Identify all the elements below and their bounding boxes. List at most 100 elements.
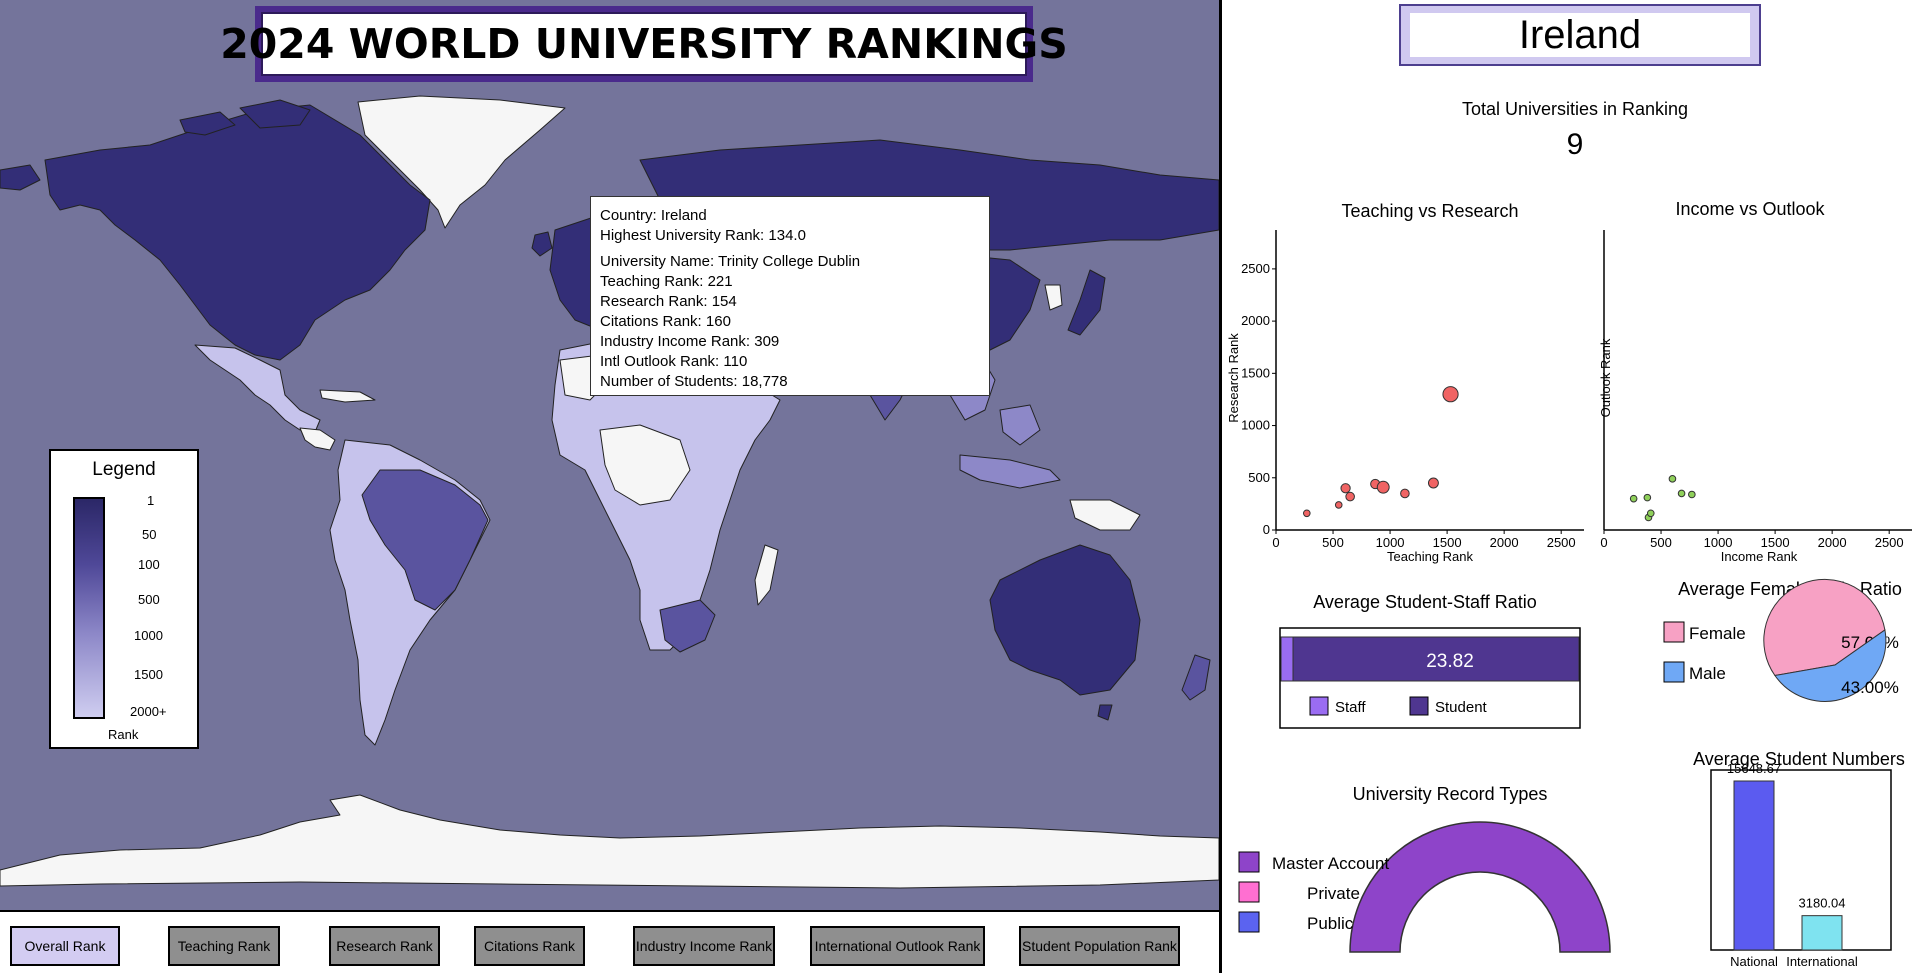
world-map[interactable] — [0, 0, 1219, 910]
region-brazil — [361, 469, 489, 611]
legend-label: Staff — [1335, 699, 1366, 716]
tooltip-citations: Citations Rank: 160 — [600, 313, 731, 330]
region-mexico — [194, 344, 321, 433]
x-tick-label: 2000 — [1818, 535, 1847, 550]
legend-swatch — [1409, 696, 1429, 716]
rank-filter-bar: Overall Rank Teaching Rank Research Rank… — [0, 910, 1219, 973]
legend-swatch — [1663, 661, 1685, 683]
legend-rank-label: Rank — [108, 727, 139, 742]
legend-label: Student — [1435, 699, 1488, 716]
pie-slice-male — [1774, 629, 1887, 702]
tooltip-highest-rank: Highest University Rank: 134.0 — [600, 227, 806, 244]
x-tick-label: 1000 — [1376, 535, 1405, 550]
filter-international-outlook-rank[interactable]: International Outlook Rank — [810, 926, 985, 966]
tooltip-university: University Name: Trinity College Dublin — [600, 253, 861, 270]
scatter-point — [1688, 490, 1696, 499]
x-tick-label: 2500 — [1875, 535, 1904, 550]
country-header: Ireland — [1399, 4, 1761, 66]
filter-overall-rank[interactable]: Overall Rank — [10, 926, 120, 966]
x-tick-label: 2500 — [1547, 535, 1576, 550]
legend-tick: 2000+ — [130, 704, 167, 719]
tooltip-students: Number of Students: 18,778 — [600, 373, 788, 390]
tooltip-teaching: Teaching Rank: 221 — [600, 273, 733, 290]
x-tick-label: 1000 — [1704, 535, 1733, 550]
y-axis-label: Research Rank — [1226, 333, 1241, 423]
x-tick-label: 1500 — [1761, 535, 1790, 550]
y-tick-label: 0 — [1263, 522, 1270, 537]
legend-swatch — [1238, 851, 1260, 873]
country-tooltip: Country: Ireland Highest University Rank… — [590, 196, 990, 396]
total-universities-value: 9 — [1566, 128, 1584, 161]
x-tick-label: 0 — [1600, 535, 1607, 550]
bar-value-label: 15648.67 — [1727, 761, 1781, 776]
legend-label: Female — [1689, 624, 1746, 643]
filter-teaching-rank[interactable]: Teaching Rank — [168, 926, 280, 966]
rank-legend: Legend 1 50 100 500 1000 1500 2000+ Rank — [49, 449, 199, 749]
filter-research-rank[interactable]: Research Rank — [329, 926, 440, 966]
pie-slice-female — [1763, 578, 1886, 677]
x-tick-label: 500 — [1322, 535, 1344, 550]
x-tick-label: 1500 — [1433, 535, 1462, 550]
bar-segment-staff — [1280, 636, 1294, 682]
y-tick-label: 500 — [1248, 470, 1270, 485]
x-tick-label: National — [1730, 954, 1778, 969]
x-tick-label: 500 — [1650, 535, 1672, 550]
country-stats-panel — [1219, 0, 1917, 973]
teaching-vs-research-chart: Teaching vs Research Teaching Rank Resea… — [1226, 201, 1584, 564]
scatter-point — [1340, 483, 1351, 494]
scatter-point — [1334, 501, 1343, 509]
y-tick-label: 1500 — [1241, 365, 1270, 380]
region-ireland — [531, 231, 553, 257]
region-japan — [1067, 269, 1106, 336]
region-south-africa — [659, 599, 716, 653]
bar-value-label: 23.82 — [1426, 651, 1474, 672]
tooltip-country: Country: Ireland — [600, 207, 707, 224]
legend-gradient — [73, 497, 105, 719]
region-greenland — [357, 95, 566, 229]
y-tick-label: 1000 — [1241, 418, 1270, 433]
donut-segment — [1349, 821, 1611, 953]
region-new-zealand — [1181, 654, 1211, 701]
bar-national — [1733, 780, 1775, 951]
legend-label: Private — [1307, 884, 1360, 903]
legend-tick: 1 — [147, 493, 155, 508]
legend-swatch — [1309, 696, 1329, 716]
scatter-point — [1677, 489, 1686, 498]
legend-tick: 500 — [138, 592, 160, 607]
legend-label: Male — [1689, 664, 1726, 683]
legend-tick: 100 — [138, 557, 160, 572]
x-tick-label: 2000 — [1490, 535, 1519, 550]
filter-industry-income-rank[interactable]: Industry Income Rank — [633, 926, 775, 966]
region-north-america — [44, 104, 431, 361]
country-name: Ireland — [1410, 13, 1750, 57]
record-types-chart: University Record Types Master Account Pr… — [1238, 784, 1611, 953]
x-axis-label: Teaching Rank — [1387, 549, 1473, 564]
scatter-point — [1303, 509, 1311, 518]
tooltip-industry: Industry Income Rank: 309 — [600, 333, 780, 350]
y-tick-label: 2500 — [1241, 261, 1270, 276]
income-vs-outlook-chart: Income vs Outlook Income Rank Outlook Ra… — [1598, 199, 1912, 564]
legend-title: Legend — [92, 459, 156, 480]
filter-citations-rank[interactable]: Citations Rank — [474, 926, 585, 966]
legend-swatch — [1238, 881, 1260, 903]
scatter-point — [1345, 491, 1355, 502]
scatter-point — [1629, 494, 1638, 503]
scatter-point — [1668, 475, 1677, 483]
female-male-ratio-chart: Average Female-Male Ratio 57.00%43.00%Fe… — [1663, 578, 1902, 702]
bar-international — [1801, 915, 1843, 951]
scatter-point — [1400, 488, 1410, 499]
filter-student-population-rank[interactable]: Student Population Rank — [1019, 926, 1180, 966]
tooltip-research: Research Rank: 154 — [600, 293, 737, 310]
scatter-point — [1427, 477, 1439, 489]
student-staff-ratio-chart: Average Student-Staff Ratio 23.82 Staff St… — [1279, 592, 1581, 729]
x-axis-label: Income Rank — [1721, 549, 1798, 564]
chart-title: Average Student Numbers — [1693, 749, 1905, 769]
chart-title: University Record Types — [1353, 784, 1548, 804]
y-tick-label: 2000 — [1241, 313, 1270, 328]
page-title: 2024 WORLD UNIVERSITY RANKINGS — [220, 12, 1068, 76]
tooltip-outlook: Intl Outlook Rank: 110 — [600, 353, 748, 370]
legend-label: Master Account — [1272, 854, 1389, 873]
legend-swatch — [1238, 911, 1260, 933]
legend-tick: 1500 — [134, 667, 163, 682]
legend-label: Public — [1307, 914, 1354, 933]
